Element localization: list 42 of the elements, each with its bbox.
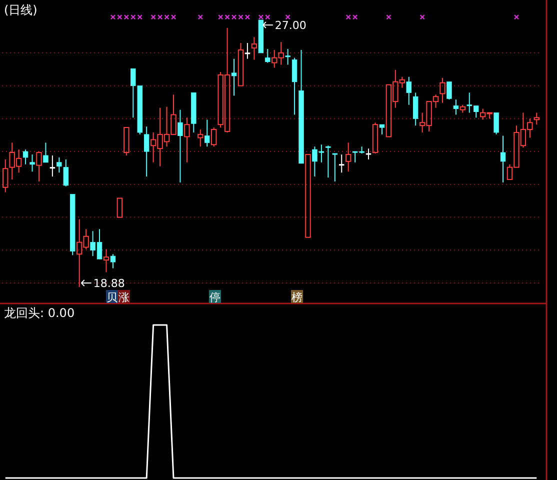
- candlestick: [144, 126, 150, 178]
- candlestick: [2, 158, 8, 193]
- text: 涨: [118, 291, 130, 304]
- candlestick: [500, 135, 506, 183]
- candlestick: [412, 92, 418, 126]
- candlestick: [30, 154, 35, 172]
- text: 贝: [106, 291, 118, 304]
- candlestick: [103, 248, 110, 273]
- text: 榜: [292, 291, 302, 304]
- candlestick: [285, 48, 290, 66]
- candlestick: [231, 58, 237, 96]
- candlestick: [379, 124, 385, 135]
- candlestick: [184, 117, 190, 163]
- chart-title: (日线): [4, 3, 38, 17]
- candlestick: [446, 81, 452, 100]
- candlestick: [326, 145, 331, 178]
- candlestick: [56, 156, 62, 174]
- candlestick: [50, 154, 56, 178]
- candlestick: [22, 149, 28, 165]
- candlestick: [366, 148, 372, 160]
- candlestick: [345, 142, 352, 172]
- candlestick: [204, 119, 210, 148]
- chart-title: 龙回头: 0.00: [4, 306, 75, 320]
- candlestick: [244, 42, 250, 60]
- candlestick: [406, 76, 412, 106]
- candlestick: [251, 36, 258, 60]
- candlestick: [178, 109, 183, 183]
- candlestick: [265, 48, 270, 64]
- annotation: 18.88: [93, 277, 125, 290]
- annotation: 27.00: [274, 19, 306, 32]
- candlestick: [63, 158, 68, 187]
- candlestick: [494, 112, 499, 135]
- candlestick: [339, 154, 344, 174]
- candlestick: [110, 254, 116, 269]
- candlestick: [198, 128, 204, 148]
- candlestick: [332, 153, 338, 182]
- candlestick: [292, 57, 298, 116]
- candlestick: [453, 99, 459, 116]
- candlestick: [43, 142, 48, 163]
- candlestick: [534, 112, 540, 126]
- text: 停: [210, 291, 220, 304]
- candlestick: [440, 77, 446, 104]
